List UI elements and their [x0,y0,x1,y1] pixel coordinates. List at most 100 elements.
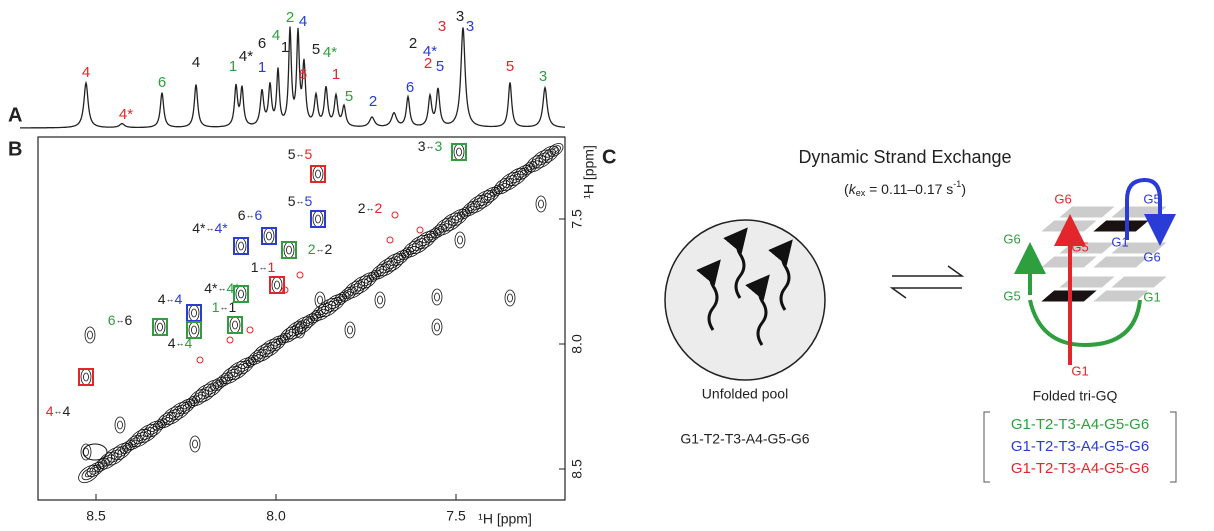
unfolded-sequence: G1-T2-T3-A4-G5-G6 [680,431,809,447]
contour [89,464,102,475]
cross-peak-arrow: ↔ [426,141,435,151]
cross-peak-left: 1 [251,259,259,275]
contour [283,241,295,259]
strand-label: G6 [1003,231,1020,246]
contour [248,349,267,365]
contour [382,253,405,272]
contour [266,231,272,241]
cross-peak-box [269,276,285,294]
contour [534,152,550,166]
contour [312,210,324,228]
cross-peak-arrow: ↔ [246,210,255,220]
contour [525,154,547,173]
contour [286,331,294,338]
peak-label: 3 [539,68,547,85]
contour [175,407,184,415]
cross-peak-label: 2↔2 [308,241,333,257]
contour [179,401,193,412]
cross-peak-arrow: ↔ [316,244,325,254]
contour [377,268,384,275]
contour [333,291,350,306]
peak-label: 3 [466,18,474,35]
contour [431,288,443,306]
cross-peak-left: 4 [46,403,54,419]
contour [434,217,456,236]
rate-part: ) [961,181,966,197]
peak-label: 5 [436,58,444,75]
cross-peak-label: 3↔3 [418,138,443,154]
cross-peak-right: 4 [185,335,193,351]
contour [188,304,200,322]
cross-peak-label: 4↔4 [168,335,193,351]
contour-red [416,226,424,234]
contour [83,372,89,382]
strand-label: G6 [1054,191,1071,206]
peak-label: 4 [82,64,90,81]
strand-label: G1 [1071,363,1088,378]
contour [374,266,387,277]
contour [247,359,254,364]
contour [157,322,163,332]
contour-red [246,326,254,334]
peak-label: 2 [424,55,432,72]
contour [101,454,116,467]
contour [226,361,249,380]
spectrum-1d [20,26,565,129]
contour [418,233,433,247]
contour [531,149,554,169]
contour [98,451,119,470]
g-quartet-plane [1090,289,1152,303]
contour [470,197,485,211]
cross-peak-right: 1 [268,259,276,275]
cross-peak-left: 4 [158,291,166,307]
contour [235,237,247,255]
contour [189,435,201,453]
cross-peak-right: 5 [305,193,313,209]
peak-label: 1 [332,66,340,83]
contour [535,195,547,213]
strand-label: G1 [1143,289,1160,304]
contour [521,161,538,175]
contour [377,295,383,305]
contour [155,420,166,429]
cross-peak-left: 4* [204,280,218,296]
contour [224,368,239,382]
peak-label: 4* [239,48,253,65]
contour [286,245,292,255]
cross-peak-box [451,143,467,161]
contour [328,297,342,309]
contour [496,180,511,192]
cross-peak-box [281,241,297,259]
peak-label: 2 [409,35,417,52]
cross-peak-arrow: ↔ [54,406,63,416]
contour [143,430,152,437]
contour [294,321,306,339]
strand-labels: G6 G5 G6 G5 G1 G6 G5 G1 G1 [1003,191,1160,378]
contour [253,354,261,360]
contour [426,230,438,241]
contour [221,376,228,383]
strand-label: G5 [1071,239,1088,254]
peak-label: 3 [438,18,446,35]
peak-label: 3 [456,8,464,25]
cross-peak-right: 4* [215,220,229,236]
cross-peak-label: 1↔1 [251,259,276,275]
contour [212,379,225,389]
contour [371,263,390,280]
contour [344,291,352,297]
contour [130,439,138,446]
plot-frame [37,136,566,501]
contour [431,318,443,336]
contour [279,326,300,343]
strand-label: G1 [1111,234,1128,249]
contour [204,382,219,395]
contours [78,143,564,484]
contour [493,177,514,195]
folded-sequences: G1-T2-T3-A4-G5-G6 G1-T2-T3-A4-G5-G6 G1-T2-… [1011,416,1149,477]
contour [317,298,340,317]
cross-peak-box [310,210,326,228]
x-tick-label: 7.5 [446,508,466,524]
cross-peak-arrow: ↔ [206,223,215,233]
